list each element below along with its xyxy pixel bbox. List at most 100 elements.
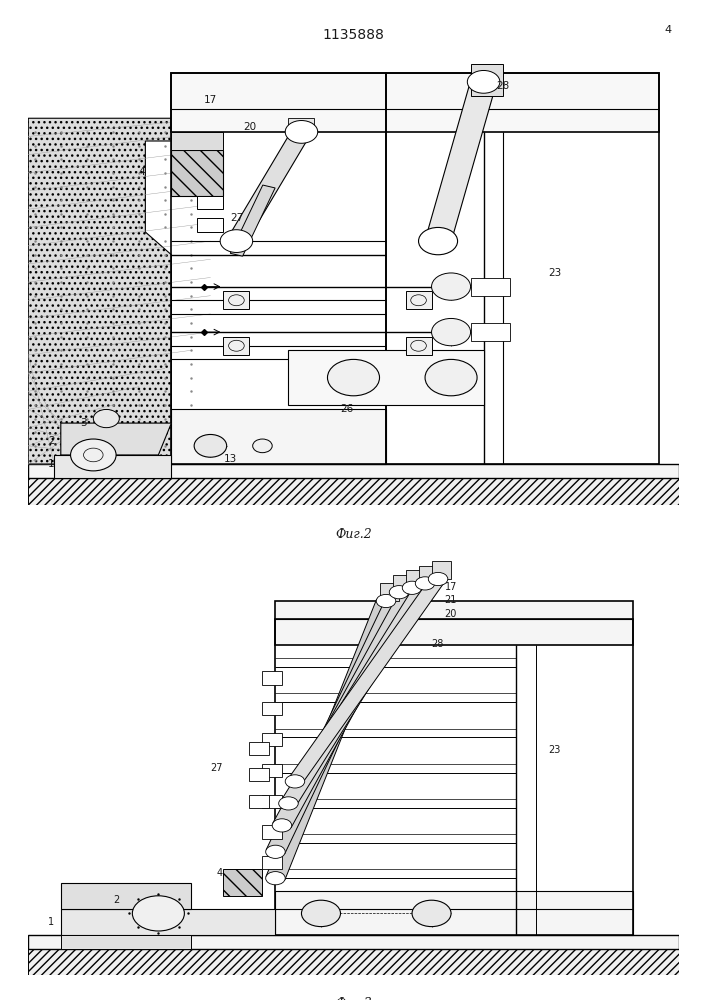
Text: 4: 4 (217, 868, 223, 878)
Polygon shape (61, 935, 191, 949)
Bar (471, 323, 510, 341)
Polygon shape (288, 577, 445, 784)
Bar (288, 118, 315, 132)
Circle shape (279, 797, 298, 810)
Circle shape (266, 872, 285, 885)
Circle shape (285, 121, 317, 143)
Text: 4: 4 (139, 167, 146, 177)
Text: Фиг.2: Фиг.2 (335, 528, 372, 541)
Circle shape (425, 359, 477, 396)
Text: 28: 28 (431, 639, 444, 649)
Bar (431, 561, 451, 579)
Text: 20: 20 (445, 609, 457, 619)
Text: Фиг.3: Фиг.3 (335, 997, 372, 1000)
Bar (28, 478, 679, 505)
Bar (197, 196, 223, 209)
Text: 23: 23 (549, 267, 562, 277)
Bar (419, 566, 438, 583)
Circle shape (390, 586, 409, 599)
Bar (61, 883, 191, 909)
Text: 27: 27 (211, 763, 223, 773)
Text: 17: 17 (445, 582, 457, 592)
Text: 17: 17 (204, 95, 217, 105)
Bar (250, 768, 269, 781)
Circle shape (412, 900, 451, 927)
Bar (262, 795, 282, 808)
Circle shape (419, 227, 457, 255)
Circle shape (415, 577, 435, 590)
Bar (262, 671, 282, 685)
Bar (223, 337, 250, 355)
Bar (197, 218, 223, 232)
Bar (223, 869, 262, 896)
Polygon shape (171, 150, 223, 196)
Circle shape (266, 845, 285, 858)
Polygon shape (228, 129, 310, 244)
Bar (262, 702, 282, 715)
Bar (276, 891, 633, 935)
Polygon shape (28, 118, 211, 464)
Polygon shape (266, 599, 395, 880)
Bar (276, 601, 633, 645)
Bar (471, 64, 503, 96)
Circle shape (252, 439, 272, 453)
Circle shape (327, 359, 380, 396)
Circle shape (194, 434, 227, 457)
Bar (171, 409, 386, 464)
Circle shape (132, 896, 185, 931)
Bar (380, 583, 399, 601)
Bar (171, 132, 223, 150)
Circle shape (467, 70, 500, 93)
Text: 13: 13 (223, 454, 237, 464)
Bar (471, 277, 510, 296)
Polygon shape (281, 581, 433, 806)
Text: 1135888: 1135888 (322, 28, 385, 42)
Bar (54, 455, 171, 478)
Text: 2: 2 (113, 895, 119, 905)
Circle shape (428, 572, 448, 586)
Bar (288, 350, 484, 405)
Circle shape (431, 273, 471, 300)
Bar (262, 733, 282, 746)
Circle shape (301, 900, 341, 927)
Text: 23: 23 (549, 745, 561, 755)
Circle shape (402, 581, 422, 594)
Bar (262, 856, 282, 869)
Text: 27: 27 (230, 213, 243, 223)
Circle shape (71, 439, 116, 471)
Polygon shape (61, 423, 171, 455)
Text: 4: 4 (665, 25, 672, 35)
Text: 1: 1 (48, 459, 54, 469)
Bar (223, 291, 250, 309)
Text: 1: 1 (48, 917, 54, 927)
Circle shape (93, 409, 119, 428)
Text: 3: 3 (81, 418, 87, 428)
Text: 20: 20 (243, 122, 256, 132)
Text: 26: 26 (341, 404, 354, 414)
Bar (28, 949, 679, 975)
Bar (392, 575, 412, 592)
Polygon shape (426, 80, 496, 243)
Text: 2: 2 (48, 436, 54, 446)
Bar (250, 795, 269, 808)
Circle shape (431, 318, 471, 346)
Bar (386, 73, 659, 464)
Polygon shape (266, 590, 409, 854)
Polygon shape (273, 586, 421, 828)
Circle shape (272, 819, 292, 832)
Bar (61, 909, 276, 935)
Bar (28, 935, 679, 949)
Circle shape (285, 775, 305, 788)
Bar (262, 764, 282, 777)
Bar (406, 570, 425, 588)
Circle shape (220, 230, 252, 252)
Circle shape (376, 594, 396, 608)
Bar (28, 464, 679, 478)
Text: 28: 28 (496, 81, 510, 91)
Bar (171, 73, 386, 464)
Bar (171, 73, 659, 132)
Text: 21: 21 (445, 595, 457, 605)
Bar (406, 291, 431, 309)
Bar (406, 337, 431, 355)
Polygon shape (230, 185, 275, 256)
